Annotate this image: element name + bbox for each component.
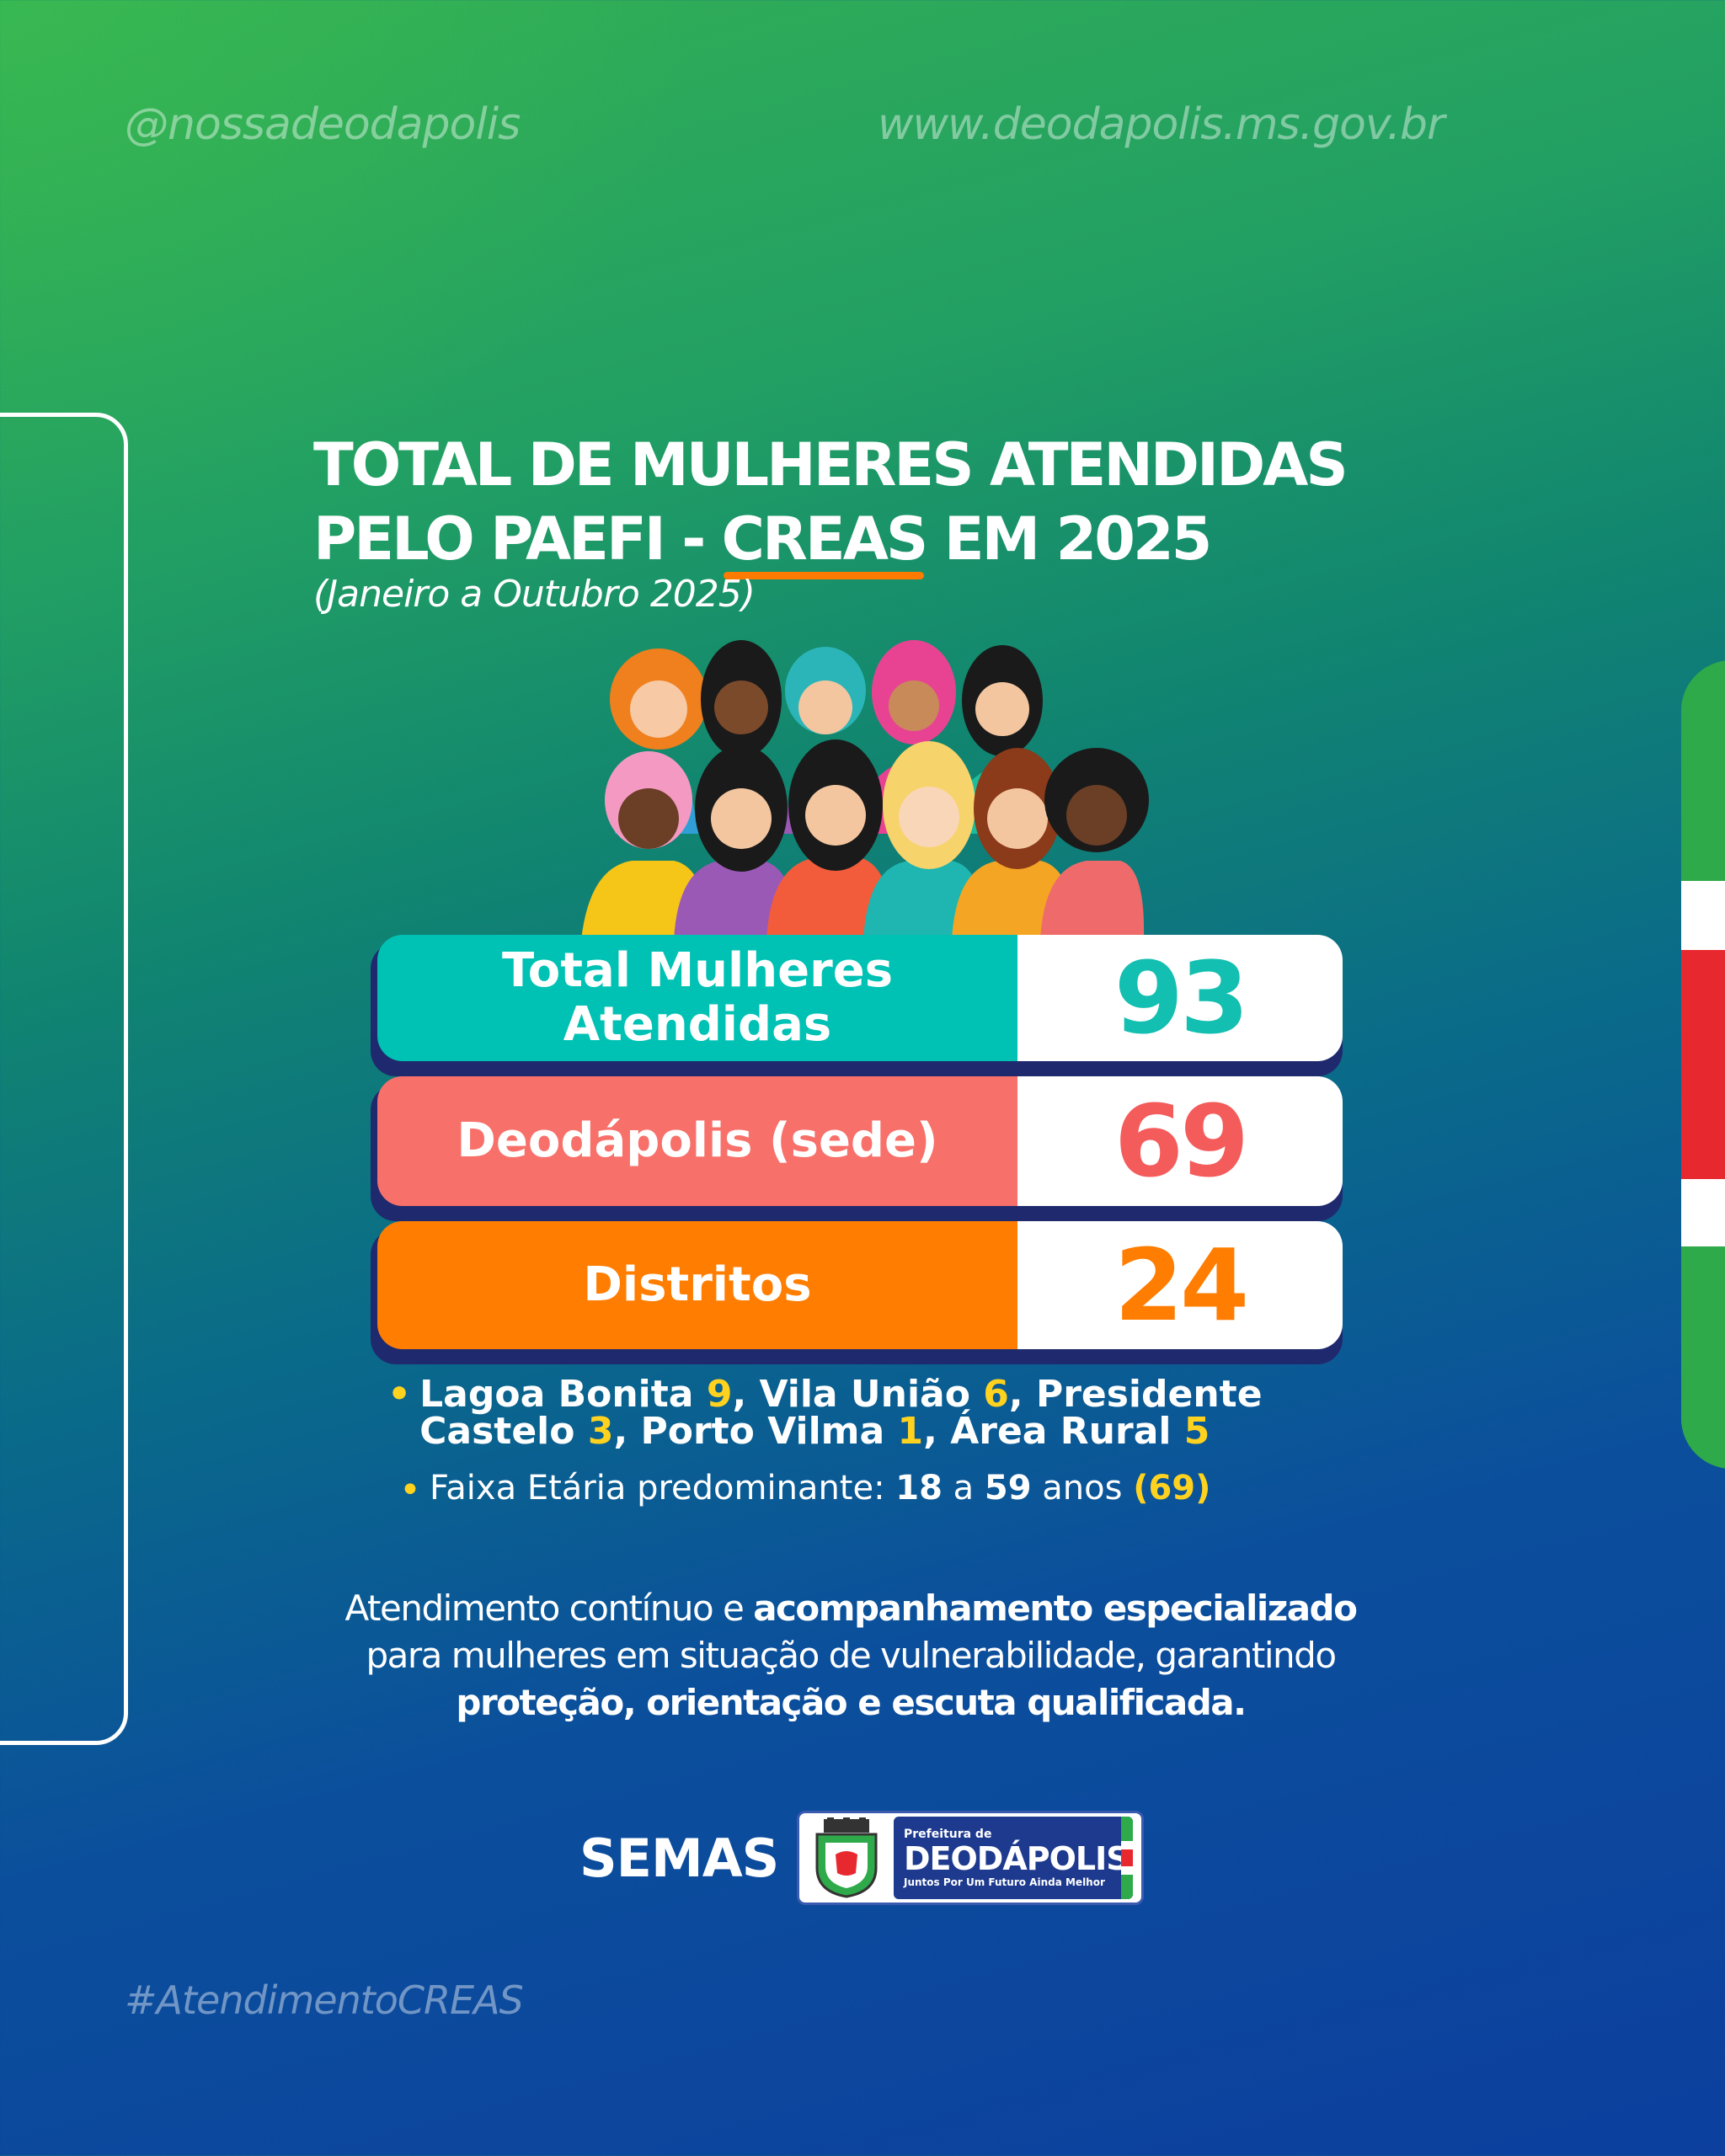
city-crest-icon [804,1816,889,1900]
stat-value-total: 93 [1017,935,1343,1061]
title-prefix: PELO PAEFI - [313,504,722,574]
city-slogan: Juntos Por Um Futuro Ainda Melhor [904,1876,1105,1888]
stat-value-sede: 69 [1017,1076,1343,1206]
stat-row-distritos: Distritos 24 [371,1221,1343,1364]
prefeitura-logo: Prefeitura de DEODÁPOLIS Juntos Por Um F… [797,1811,1144,1905]
prefeitura-label: Prefeitura de [904,1828,992,1841]
stat-label-distritos: Distritos [377,1221,1017,1349]
decorative-frame [0,413,128,1745]
flag-stripe-icon [1121,1817,1133,1899]
closing-paragraph: Atendimento contínuo e acompanhamento es… [344,1588,1358,1723]
period-subtitle: (Janeiro a Outubro 2025) [313,573,756,616]
title-highlight: CREAS [722,502,928,579]
title-line-2: PELO PAEFI - CREAS EM 2025 [313,502,1493,579]
women-group-illustration [581,640,1149,940]
page-title: TOTAL DE MULHERES ATENDIDAS PELO PAEFI -… [313,428,1493,579]
website-url[interactable]: www.deodapolis.ms.gov.br [878,99,1445,150]
stat-label-sede: Deodápolis (sede) [377,1076,1017,1206]
flag-tab [1681,660,1725,1469]
age-range: • Faixa Etária predominante: 18 a 59 ano… [399,1469,1211,1512]
stat-row-sede: Deodápolis (sede) 69 [371,1076,1343,1221]
hashtag: #AtendimentoCREAS [125,1977,524,2023]
bullet-icon: • [399,1469,421,1512]
details-list: • Lagoa Bonita 9, Vila União 6, Presiden… [387,1373,1314,1513]
districts-breakdown: • Lagoa Bonita 9, Vila União 6, Presiden… [387,1373,1263,1453]
bullet-icon: • [387,1373,412,1416]
stat-label-total: Total Mulheres Atendidas [377,935,1017,1061]
city-name: DEODÁPOLIS [904,1840,1130,1877]
title-line-1: TOTAL DE MULHERES ATENDIDAS [313,430,1348,499]
semas-logo: SEMAS [579,1828,779,1889]
title-suffix: EM 2025 [926,504,1213,574]
stat-value-distritos: 24 [1017,1221,1343,1349]
stat-row-total: Total Mulheres Atendidas 93 [371,935,1343,1076]
instagram-handle: @nossadeodapolis [125,99,521,150]
